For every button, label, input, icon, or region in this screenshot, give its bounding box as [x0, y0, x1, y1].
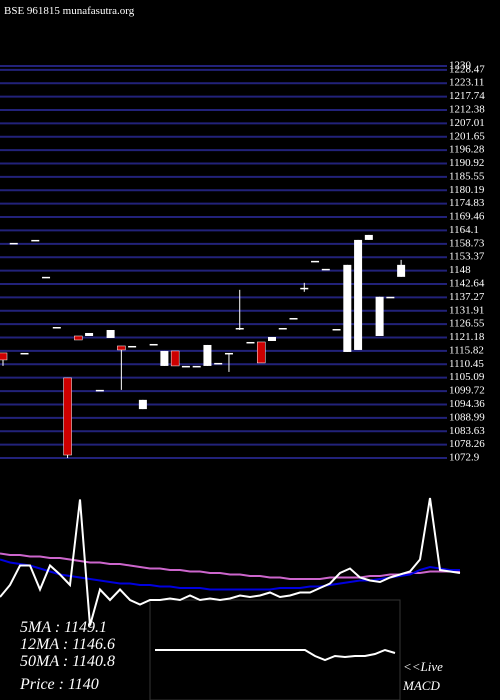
indicator-line	[0, 552, 460, 580]
candle-body	[214, 362, 223, 365]
candle-body	[289, 318, 298, 320]
y-tick-label: 1137.27	[449, 291, 485, 303]
y-tick-label: 1212.38	[449, 103, 485, 115]
y-tick-label: 1110.45	[449, 358, 484, 370]
y-tick-label: 1207.01	[449, 117, 485, 129]
indicator-line	[0, 558, 460, 591]
y-tick-label: 1164.1	[449, 224, 479, 236]
y-tick-label: 1217.74	[449, 90, 485, 102]
y-tick-label: 1083.63	[449, 425, 485, 437]
candle-body	[31, 239, 40, 242]
candle-body	[235, 327, 244, 330]
candle-body	[20, 352, 29, 355]
y-tick-label: 1230	[449, 60, 472, 72]
candle-body	[386, 296, 395, 299]
y-tick-label: 1115.82	[449, 344, 484, 356]
candle-body	[311, 260, 320, 263]
candle-body	[170, 350, 180, 367]
indicator-line	[155, 648, 396, 662]
candle-body	[375, 296, 384, 336]
candle-body	[74, 335, 83, 341]
macd-title: MACD	[402, 678, 440, 693]
candle-body	[63, 377, 72, 456]
macd-frame	[149, 599, 401, 700]
candle-body	[397, 264, 406, 277]
candle-body	[117, 345, 126, 351]
candle-body	[268, 336, 276, 341]
candle-body	[343, 264, 352, 352]
y-tick-label: 1131.91	[449, 304, 484, 316]
candle-body	[354, 239, 363, 350]
y-tick-label: 1121.18	[449, 331, 485, 343]
y-tick-label: 1185.55	[449, 170, 485, 182]
y-tick-label: 1190.92	[449, 157, 484, 169]
candle-body	[106, 329, 115, 338]
candle-body	[160, 350, 169, 366]
y-tick-label: 1099.72	[449, 385, 485, 397]
candle-body	[278, 327, 287, 330]
chart-title: BSE 961815 munafasutra.org	[4, 5, 135, 17]
candle-body	[0, 352, 8, 361]
y-tick-label: 1228.47	[449, 63, 485, 75]
candle-body	[85, 332, 94, 336]
candle-body	[321, 268, 330, 271]
y-tick-label: 1169.46	[449, 211, 485, 223]
candle-body	[332, 328, 341, 331]
candle-body	[256, 341, 266, 364]
y-tick-label: 1174.83	[449, 197, 485, 209]
macd-live: <<Live	[403, 659, 443, 674]
candle-body	[42, 276, 51, 279]
ma-label: 12MA : 1146.6	[20, 636, 115, 653]
y-tick-label: 1148	[449, 264, 471, 276]
y-tick-label: 1180.19	[449, 184, 485, 196]
candle-body	[203, 344, 212, 366]
y-tick-label: 1201.65	[449, 130, 485, 142]
ma-label: 50MA : 1140.8	[20, 653, 115, 670]
candle-body	[138, 399, 147, 410]
y-tick-label: 1158.73	[449, 237, 485, 249]
candle-body	[95, 389, 104, 392]
y-tick-label: 1142.64	[449, 278, 485, 290]
candle-body	[9, 242, 18, 245]
candle-body	[192, 365, 201, 368]
indicator-line	[0, 497, 461, 626]
ma-label: Price : 1140	[19, 676, 99, 693]
candle-body	[300, 287, 309, 290]
candle-body	[52, 327, 61, 329]
y-tick-label: 1078.26	[449, 438, 485, 450]
y-tick-label: 1105.09	[449, 371, 485, 383]
candle-body	[149, 343, 158, 346]
y-tick-label: 1196.28	[449, 144, 485, 156]
y-tick-label: 1072.9	[449, 452, 480, 464]
candle-body	[181, 365, 190, 368]
candle-body	[128, 345, 137, 348]
y-tick-label: 1088.99	[449, 411, 485, 423]
ma-label: 5MA : 1149.1	[20, 619, 107, 636]
y-tick-label: 1153.37	[449, 251, 485, 263]
y-tick-label: 1126.55	[449, 318, 485, 330]
candle-body	[224, 352, 233, 355]
candle-body	[246, 341, 255, 344]
candle-body	[364, 234, 373, 240]
y-tick-label: 1223.11	[449, 77, 484, 89]
y-tick-label: 1094.36	[449, 398, 485, 410]
